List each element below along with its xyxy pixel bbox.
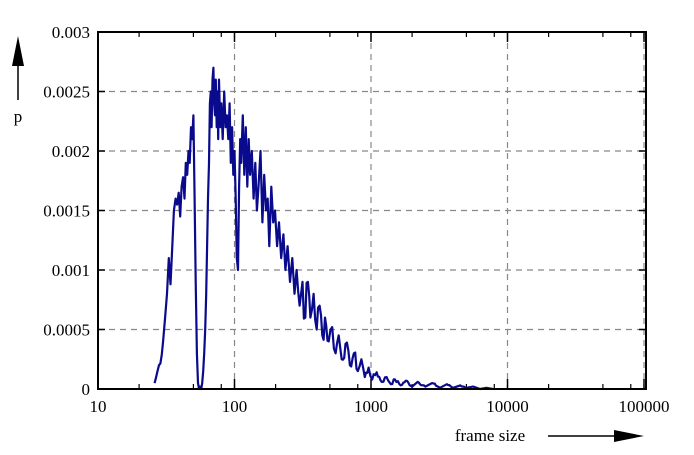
x-axis-label: frame size	[455, 426, 644, 445]
x-tick-label: 100000	[619, 397, 670, 416]
y-label-text: p	[14, 107, 23, 126]
plot-frame	[97, 31, 647, 390]
x-tick-labels: 10 100 1000 10000 100000	[90, 397, 670, 416]
x-tick-label: 10	[90, 397, 107, 416]
up-arrow-icon	[12, 36, 24, 66]
x-label-text: frame size	[455, 426, 525, 445]
x-tick-label: 1000	[354, 397, 388, 416]
y-tick-label: 0	[82, 380, 91, 399]
y-tick-label: 0.0005	[43, 321, 90, 340]
y-axis-label: p	[12, 36, 24, 126]
y-tick-labels: 0 0.0005 0.001 0.0015 0.002 0.0025 0.003	[43, 23, 90, 399]
y-tick-label: 0.001	[52, 261, 90, 280]
x-tick-label: 10000	[486, 397, 529, 416]
y-tick-label: 0.003	[52, 23, 90, 42]
y-tick-label: 0.002	[52, 142, 90, 161]
data-series-line	[153, 66, 494, 391]
y-tick-label: 0.0015	[43, 202, 90, 221]
x-tick-label: 100	[222, 397, 248, 416]
right-arrow-icon	[614, 430, 644, 442]
y-tick-label: 0.0025	[43, 83, 90, 102]
